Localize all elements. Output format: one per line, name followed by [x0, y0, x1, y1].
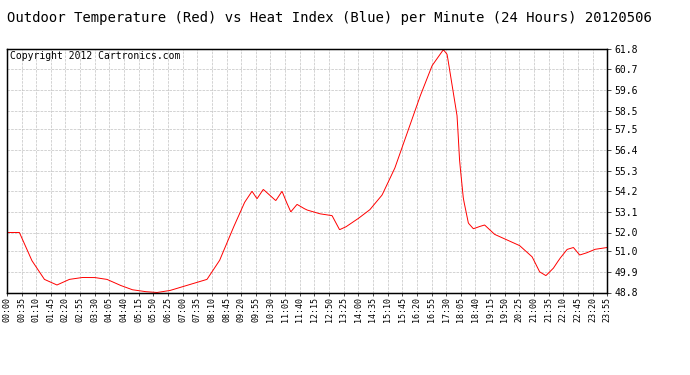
- Text: Copyright 2012 Cartronics.com: Copyright 2012 Cartronics.com: [10, 51, 180, 61]
- Text: Outdoor Temperature (Red) vs Heat Index (Blue) per Minute (24 Hours) 20120506: Outdoor Temperature (Red) vs Heat Index …: [7, 11, 652, 25]
